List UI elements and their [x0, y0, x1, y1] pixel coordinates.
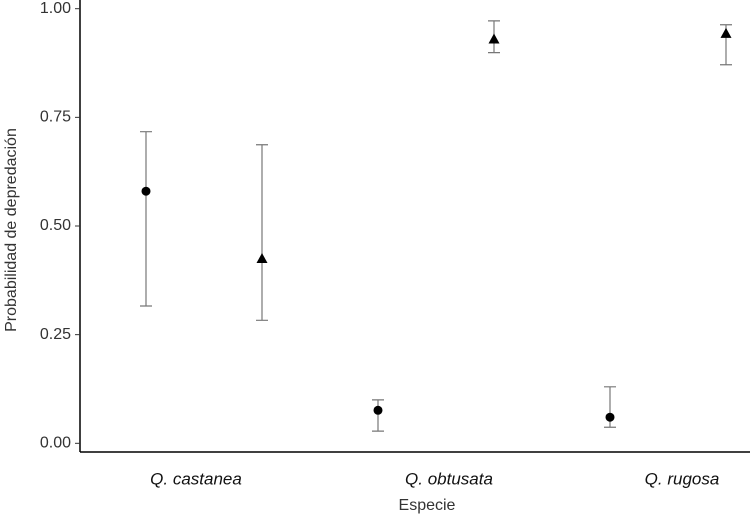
y-axis-label: Probabilidad de depredación: [3, 128, 20, 332]
x-tick-label: Q. rugosa: [645, 469, 720, 488]
x-tick-label: Q. castanea: [150, 469, 242, 488]
point: [141, 186, 151, 196]
error-bar: [256, 144, 268, 321]
point: [488, 33, 500, 44]
error-bar: [372, 399, 384, 432]
point: [256, 253, 268, 264]
point: [373, 405, 383, 415]
y-tick-label: 0.75: [40, 109, 71, 126]
error-bar: [140, 131, 152, 307]
x-axis-label: Especie: [399, 497, 456, 514]
y-tick-label: 0.00: [40, 435, 71, 452]
point: [720, 27, 732, 38]
point: [605, 412, 615, 422]
y-tick-label: 0.25: [40, 326, 71, 343]
y-tick-label: 0.50: [40, 217, 71, 234]
x-tick-label: Q. obtusata: [405, 469, 493, 488]
y-tick-label: 1.00: [40, 0, 71, 17]
